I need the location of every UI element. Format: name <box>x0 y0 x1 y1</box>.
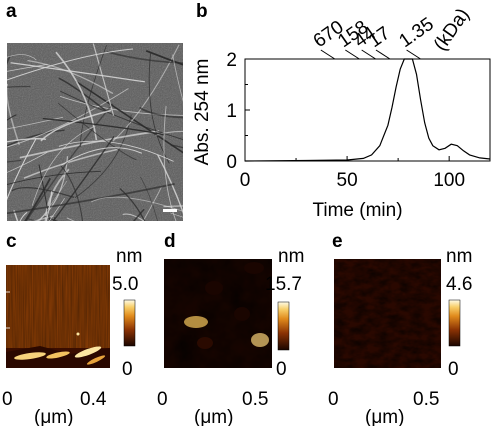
marker-label: 1.35 <box>395 14 437 52</box>
colorbar-c-max: 5.0 <box>112 274 138 295</box>
panel-label-b: b <box>196 1 208 22</box>
colorbar-d-unit: nm <box>278 246 304 267</box>
panel-label-d: d <box>164 231 176 252</box>
afm-d-x1: 0.5 <box>242 389 268 410</box>
marker-line <box>345 49 360 60</box>
colorbar-e-min: 0 <box>448 359 459 380</box>
y-axis-label: Abs. 254 nm <box>192 59 213 166</box>
plot-frame <box>244 58 491 162</box>
afm-d-x0: 0 <box>157 389 168 410</box>
marker-line <box>320 49 336 60</box>
y-tick-label: 0 <box>226 152 237 173</box>
panel-label-a: a <box>6 1 17 22</box>
colorbar-e <box>448 299 461 347</box>
colorbar-c <box>123 299 136 347</box>
afm-image-e <box>334 259 441 368</box>
afm-d-xunit: (μm) <box>194 407 233 426</box>
afm-image-c <box>6 265 110 368</box>
afm-e-xunit: (μm) <box>365 407 404 426</box>
colorbar-d-max: 15.7 <box>265 274 302 295</box>
colorbar-e-max: 4.6 <box>446 274 472 295</box>
afm-c-x1: 0.4 <box>80 389 107 410</box>
y-tick-label: 1 <box>226 101 237 122</box>
colorbar-e-unit: nm <box>446 246 472 267</box>
panel-label-e: e <box>332 231 343 252</box>
scale-bar <box>163 209 177 212</box>
colorbar-d <box>277 301 290 351</box>
afm-e-x1: 0.5 <box>413 389 439 410</box>
panel-label-c: c <box>6 231 17 252</box>
y-tick-label: 2 <box>226 50 237 71</box>
marker-line <box>406 49 421 60</box>
colorbar-c-unit: nm <box>116 246 142 267</box>
x-axis-label: Time (min) <box>312 200 402 221</box>
afm-c-x0: 0 <box>2 389 13 410</box>
chromatogram-line <box>244 58 491 162</box>
colorbar-c-min: 0 <box>122 359 133 380</box>
sem-fibers <box>7 43 183 221</box>
sem-micrograph <box>7 43 183 221</box>
marker-line <box>361 49 376 60</box>
marker-line <box>375 49 391 60</box>
x-tick-label: 50 <box>337 170 358 191</box>
afm-c-xunit: (μm) <box>34 407 73 426</box>
afm-image-d <box>164 259 272 368</box>
afm-panels: nm 5.0 0 nm 15.7 0 nm 4.6 0 0 0.4 (μm) 0… <box>2 246 472 426</box>
x-tick-label: 100 <box>433 170 465 191</box>
x-tick-label: 0 <box>240 170 251 191</box>
colorbar-d-min: 0 <box>276 359 287 380</box>
afm-e-x0: 0 <box>328 389 339 410</box>
